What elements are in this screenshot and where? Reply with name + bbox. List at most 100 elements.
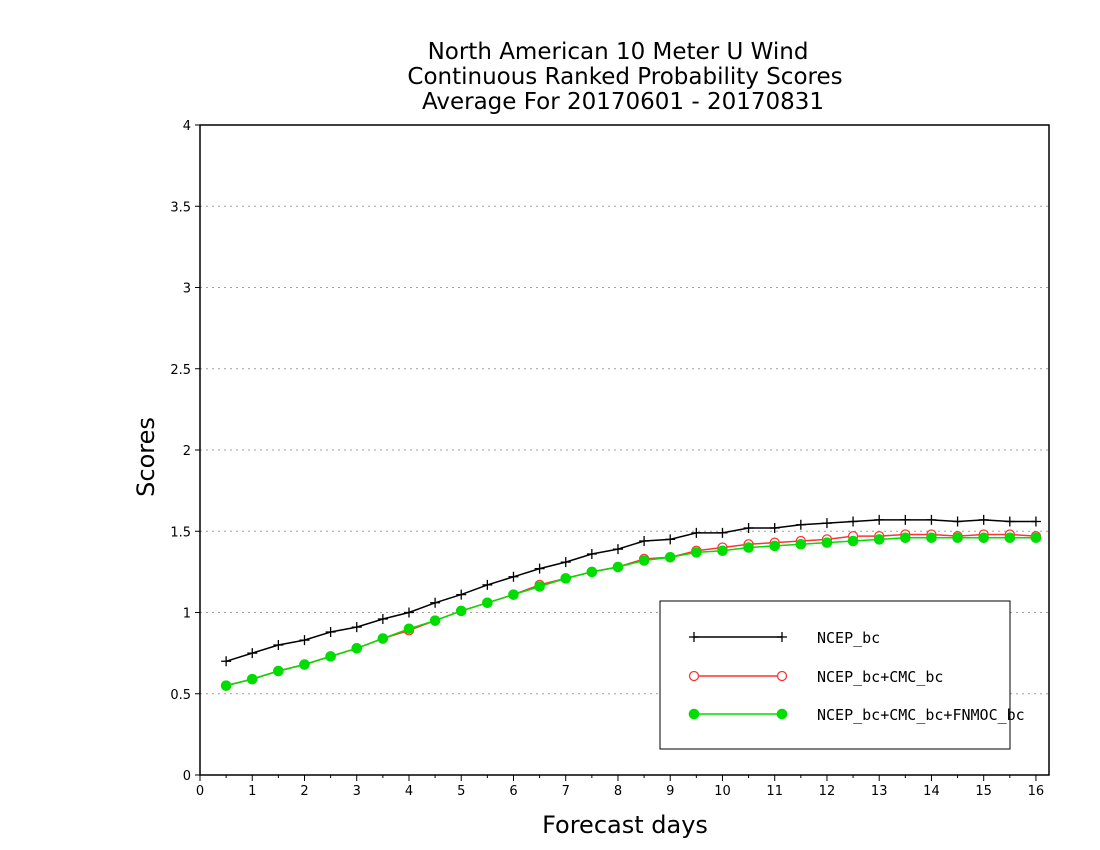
data-point	[743, 523, 754, 533]
data-point	[246, 673, 258, 685]
x-tick-label: 7	[562, 784, 570, 799]
data-point	[403, 607, 414, 618]
x-axis-ticks: 0 1 2 3 4 5 6 7 8 9 10 11 12 13 14 15 16	[196, 775, 1044, 799]
data-point	[482, 579, 493, 590]
data-point	[848, 516, 859, 527]
chart-title-line-3: Average For 20170601 - 20170831	[422, 89, 824, 115]
legend-label: NCEP_bc	[817, 629, 880, 647]
chart-title: North American 10 Meter U Wind Continuou…	[407, 39, 842, 115]
data-point	[769, 523, 780, 533]
data-point	[717, 545, 728, 557]
legend-entry-2: NCEP_bc+CMC_bc+FNMOC_bc	[688, 706, 1025, 724]
legend-marker-right	[776, 670, 788, 682]
data-point	[220, 680, 232, 691]
x-tick-label: 6	[509, 784, 517, 799]
data-point	[664, 551, 676, 563]
x-tick-label: 11	[766, 784, 783, 799]
x-tick-label: 0	[196, 784, 204, 799]
x-tick-label: 13	[871, 784, 888, 799]
data-point	[560, 557, 571, 568]
data-point	[273, 665, 284, 677]
data-point	[377, 614, 388, 624]
data-point	[586, 549, 597, 559]
y-tick-label: 1.5	[170, 525, 191, 540]
data-point	[769, 540, 781, 552]
data-point	[377, 633, 389, 644]
data-point	[351, 642, 363, 654]
data-point	[691, 547, 702, 558]
data-point	[455, 605, 467, 617]
x-tick-label: 4	[405, 784, 413, 799]
data-point	[299, 659, 310, 670]
data-point	[795, 538, 807, 550]
data-point	[638, 555, 650, 566]
y-tick-label: 2	[183, 444, 191, 459]
data-point	[1004, 532, 1016, 544]
legend-entry-1: NCEP_bc+CMC_bc	[688, 668, 943, 686]
x-tick-label: 9	[666, 784, 674, 799]
x-tick-label: 10	[714, 784, 731, 799]
data-point	[299, 635, 310, 646]
y-tick-label: 2.5	[170, 363, 191, 378]
series-0	[221, 514, 1041, 667]
data-point	[221, 656, 232, 667]
y-tick-label: 3	[183, 282, 191, 297]
data-point	[821, 518, 832, 529]
data-point	[612, 544, 623, 555]
data-point	[795, 519, 806, 530]
data-point	[430, 597, 441, 608]
legend-entry-0: NCEP_bc	[689, 629, 880, 647]
data-point	[508, 571, 519, 582]
legend-label: NCEP_bc+CMC_bc+FNMOC_bc	[817, 706, 1025, 724]
x-tick-label: 12	[819, 784, 836, 799]
data-point	[534, 581, 545, 592]
data-point	[978, 514, 989, 525]
data-point	[429, 615, 441, 626]
data-point	[691, 527, 702, 538]
data-point	[325, 627, 336, 637]
legend-marker-right	[776, 708, 788, 720]
x-tick-label: 14	[923, 784, 940, 799]
data-point	[612, 561, 624, 573]
legend-marker-left	[689, 632, 699, 642]
x-tick-label: 15	[975, 784, 992, 799]
data-point	[743, 542, 754, 553]
data-point	[456, 589, 467, 600]
x-tick-label: 16	[1028, 784, 1045, 799]
legend-marker-left	[688, 670, 700, 682]
data-point	[639, 536, 650, 546]
x-tick-label: 1	[248, 784, 256, 799]
y-axis-label: Scores	[132, 417, 160, 497]
data-point	[873, 534, 885, 545]
data-point	[952, 532, 963, 544]
data-point	[952, 516, 963, 527]
data-series	[220, 514, 1042, 691]
data-point	[325, 651, 336, 662]
data-point	[560, 573, 572, 584]
data-point	[1004, 516, 1015, 527]
legend-box	[659, 600, 1011, 750]
data-point	[247, 648, 258, 659]
data-point	[821, 537, 833, 548]
x-tick-label: 5	[457, 784, 465, 799]
x-tick-label: 2	[300, 784, 308, 799]
legend-label: NCEP_bc+CMC_bc	[817, 668, 943, 686]
y-tick-label: 1	[183, 607, 191, 622]
y-axis-ticks: 0 0.5 1 1.5 2 2.5 3 3.5 4	[170, 119, 200, 784]
x-tick-label: 3	[353, 784, 361, 799]
series-2	[220, 532, 1042, 691]
data-point	[926, 514, 937, 525]
data-point	[534, 563, 545, 574]
data-point	[717, 527, 728, 538]
data-point	[351, 622, 362, 633]
x-axis-label: Forecast days	[542, 811, 708, 839]
data-point	[900, 532, 911, 544]
data-point	[273, 640, 284, 650]
data-point	[847, 535, 859, 547]
legend-marker-left	[688, 708, 700, 720]
chart-title-line-1: North American 10 Meter U Wind	[428, 39, 809, 65]
y-tick-label: 0.5	[170, 688, 191, 703]
data-point	[508, 589, 519, 600]
data-point	[874, 514, 885, 525]
